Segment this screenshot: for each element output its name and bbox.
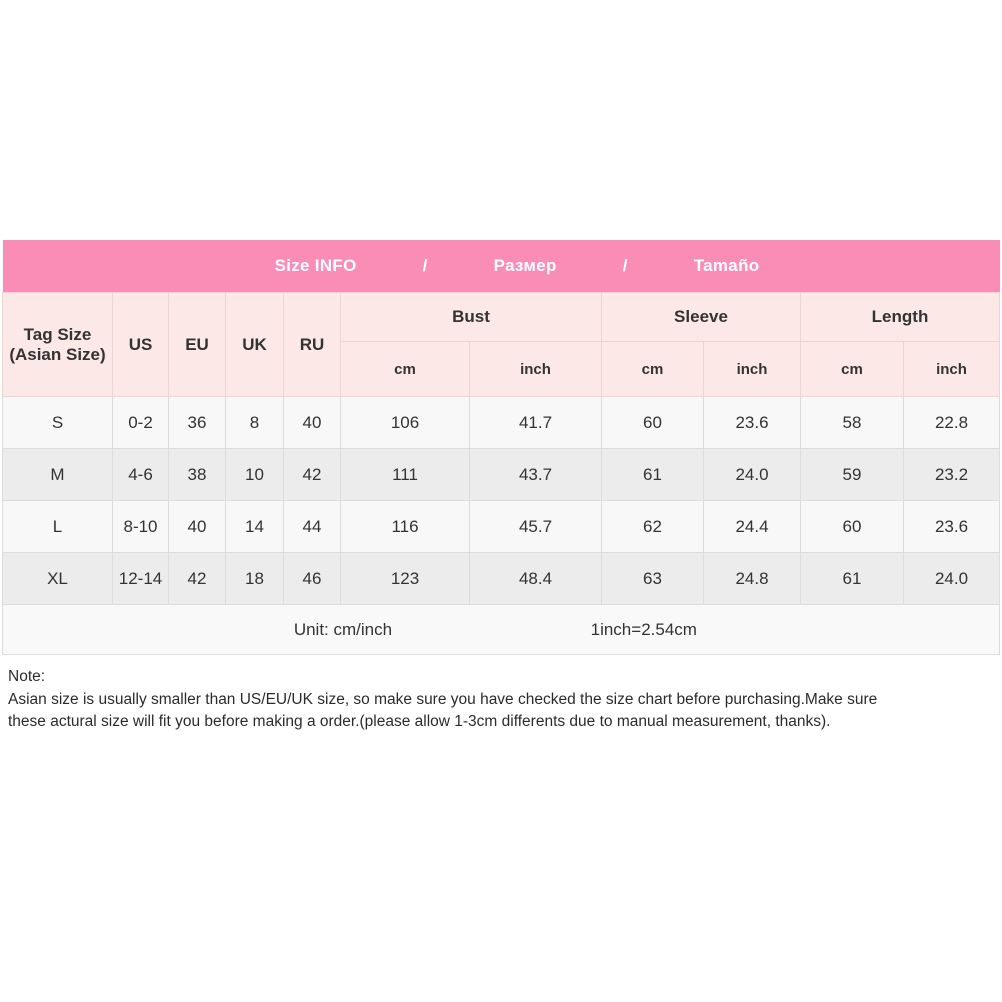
- bust-header: Bust: [340, 292, 602, 342]
- length-inch-cell: 23.6: [903, 500, 1000, 553]
- unit-label: Unit: cm/inch: [293, 619, 393, 639]
- bust-inch-header: inch: [469, 341, 602, 397]
- bust-cm-cell: 116: [340, 500, 470, 553]
- size-cell: L: [2, 500, 113, 553]
- tag-size-line1: Tag Size: [23, 324, 92, 344]
- note-title: Note:: [8, 668, 46, 685]
- us-header: US: [112, 292, 169, 397]
- length-cm-cell: 60: [800, 500, 904, 553]
- unit-footer-cell: Unit: cm/inch 1inch=2.54cm: [2, 604, 1000, 655]
- length-cm-cell: 58: [800, 396, 904, 449]
- table-row-xl: XL 12-14 42 18 46 123 48.4 63 24.8 61 24…: [2, 552, 1000, 605]
- title-tamano: Tamaño: [693, 256, 760, 275]
- sleeve-inch-cell: 24.0: [703, 448, 801, 501]
- uk-cell: 18: [225, 552, 284, 605]
- us-cell: 8-10: [112, 500, 169, 553]
- sleeve-inch-header: inch: [703, 341, 801, 397]
- header-group-row: Tag Size (Asian Size) US EU UK RU Bust S…: [2, 292, 1000, 397]
- bust-cm-cell: 123: [340, 552, 470, 605]
- uk-cell: 10: [225, 448, 284, 501]
- sleeve-cm-cell: 60: [601, 396, 704, 449]
- title-separator: /: [422, 256, 428, 275]
- ru-cell: 40: [283, 396, 341, 449]
- bust-inch-cell: 48.4: [469, 552, 602, 605]
- length-inch-header: inch: [903, 341, 1000, 397]
- us-cell: 12-14: [112, 552, 169, 605]
- length-header: Length: [800, 292, 1000, 342]
- title-size-info: Size INFO: [274, 256, 357, 275]
- title-separator: /: [622, 256, 628, 275]
- note-block: Note: Asian size is usually smaller than…: [8, 666, 992, 734]
- table-row-l: L 8-10 40 14 44 116 45.7 62 24.4 60 23.6: [2, 500, 1000, 553]
- uk-cell: 14: [225, 500, 284, 553]
- sleeve-inch-cell: 23.6: [703, 396, 801, 449]
- size-cell: M: [2, 448, 113, 501]
- eu-cell: 42: [168, 552, 226, 605]
- size-table: Size INFO / Размер / Tamaño Tag Size (As…: [2, 240, 1000, 655]
- bust-cm-cell: 106: [340, 396, 470, 449]
- note-line-2: these actural size will fit you before m…: [8, 713, 831, 730]
- header-unit-row: cm inch cm inch cm inch: [3, 341, 1000, 397]
- ru-cell: 46: [283, 552, 341, 605]
- tag-size-line2: (Asian Size): [9, 344, 106, 364]
- us-cell: 0-2: [112, 396, 169, 449]
- length-inch-cell: 24.0: [903, 552, 1000, 605]
- sleeve-cm-cell: 63: [601, 552, 704, 605]
- eu-header: EU: [168, 292, 226, 397]
- length-cm-cell: 59: [800, 448, 904, 501]
- ru-cell: 44: [283, 500, 341, 553]
- length-inch-cell: 22.8: [903, 396, 1000, 449]
- length-inch-cell: 23.2: [903, 448, 1000, 501]
- title-bar: Size INFO / Размер / Tamaño: [2, 240, 1000, 293]
- title-bar-row: Size INFO / Размер / Tamaño: [2, 240, 1000, 293]
- sleeve-cm-cell: 62: [601, 500, 704, 553]
- bust-inch-cell: 45.7: [469, 500, 602, 553]
- eu-cell: 36: [168, 396, 226, 449]
- sleeve-inch-cell: 24.4: [703, 500, 801, 553]
- title-razmer: Размер: [493, 256, 557, 275]
- size-cell: XL: [2, 552, 113, 605]
- sleeve-inch-cell: 24.8: [703, 552, 801, 605]
- sleeve-header: Sleeve: [601, 292, 801, 342]
- ru-cell: 42: [283, 448, 341, 501]
- size-cell: S: [2, 396, 113, 449]
- tag-size-header: Tag Size (Asian Size): [2, 292, 113, 397]
- sleeve-cm-cell: 61: [601, 448, 704, 501]
- length-cm-cell: 61: [800, 552, 904, 605]
- conversion-label: 1inch=2.54cm: [590, 619, 697, 639]
- bust-cm-cell: 111: [340, 448, 470, 501]
- sleeve-cm-header: cm: [601, 341, 704, 397]
- title-bar-content: Size INFO / Размер / Tamaño: [3, 256, 1000, 276]
- bust-cm-header: cm: [340, 341, 470, 397]
- uk-header: UK: [225, 292, 284, 397]
- unit-footer-row: Unit: cm/inch 1inch=2.54cm: [2, 604, 1000, 655]
- table-row-m: M 4-6 38 10 42 111 43.7 61 24.0 59 23.2: [2, 448, 1000, 501]
- bust-inch-cell: 43.7: [469, 448, 602, 501]
- note-line-1: Asian size is usually smaller than US/EU…: [8, 690, 878, 708]
- ru-header: RU: [283, 292, 341, 397]
- table-row-s: S 0-2 36 8 40 106 41.7 60 23.6 58 22.8: [2, 396, 1000, 449]
- uk-cell: 8: [225, 396, 284, 449]
- bust-inch-cell: 41.7: [469, 396, 602, 449]
- eu-cell: 40: [168, 500, 226, 553]
- size-chart: Size INFO / Размер / Tamaño Tag Size (As…: [2, 240, 1000, 655]
- us-cell: 4-6: [112, 448, 169, 501]
- length-cm-header: cm: [800, 341, 904, 397]
- eu-cell: 38: [168, 448, 226, 501]
